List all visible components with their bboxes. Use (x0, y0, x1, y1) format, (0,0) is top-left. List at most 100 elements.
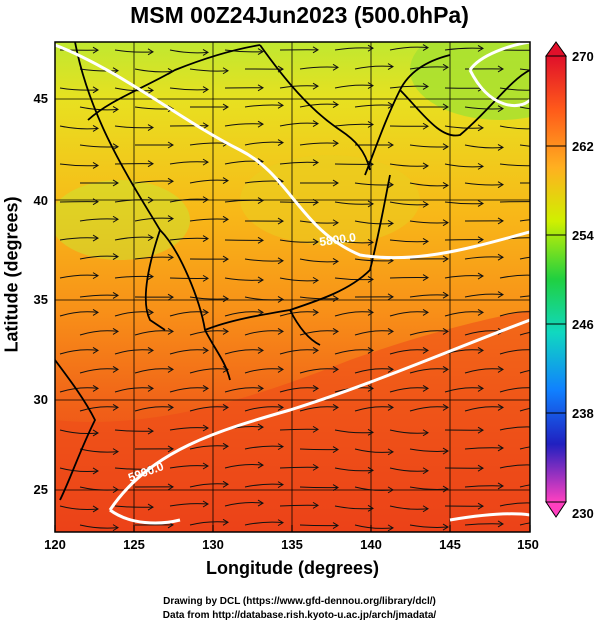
streamline-arrow (202, 462, 209, 470)
streamline (244, 296, 284, 301)
streamline-arrow (332, 139, 339, 147)
streamline (224, 123, 264, 127)
streamline (409, 66, 449, 70)
streamline-arrow (533, 385, 538, 391)
streamline (499, 387, 530, 393)
streamline-arrow (332, 327, 339, 335)
streamline-arrow (387, 63, 394, 71)
streamline-arrow (422, 83, 429, 90)
streamline (79, 330, 119, 336)
streamline-arrow (332, 365, 339, 373)
streamline (114, 387, 154, 393)
streamline (224, 387, 264, 393)
streamline-arrow (533, 424, 538, 430)
streamline-arrow (222, 442, 229, 450)
streamline (169, 237, 209, 241)
streamline-arrow (367, 308, 374, 316)
streamline-arrow (367, 44, 374, 52)
x-tick-label: 140 (360, 537, 382, 552)
streamline (499, 426, 530, 431)
streamline-arrow (422, 238, 429, 245)
streamline-arrow (222, 67, 229, 75)
streamline-arrow (312, 346, 319, 354)
streamline-arrow (422, 346, 429, 354)
streamline-arrow (257, 499, 264, 507)
streamline-arrow (92, 272, 99, 280)
streamline-arrow (442, 181, 449, 189)
streamline-arrow (332, 484, 339, 491)
streamline (224, 49, 264, 53)
streamline (59, 125, 99, 130)
streamline (499, 163, 530, 167)
streamline (79, 294, 119, 298)
streamline-arrow (112, 179, 119, 187)
streamline (169, 161, 209, 165)
streamline-arrow (202, 346, 209, 354)
streamline-arrow (147, 308, 154, 316)
streamline (519, 68, 530, 71)
streamline (389, 429, 429, 434)
streamline (354, 368, 394, 374)
streamline-arrow (222, 295, 229, 303)
streamline-arrow (92, 124, 99, 132)
streamline (354, 448, 394, 453)
height-contours (55, 42, 530, 525)
streamline (79, 368, 119, 374)
streamline-arrow (477, 272, 484, 280)
streamline-arrow (277, 481, 284, 489)
streamline-arrow (92, 198, 99, 206)
streamline-arrow (147, 160, 154, 168)
streamline-arrow (442, 255, 449, 263)
streamline (389, 387, 429, 393)
streamline-arrow (222, 255, 229, 263)
streamline-arrow (112, 327, 119, 335)
streamline-arrow (332, 101, 339, 109)
chart-title: MSM 00Z24Jun2023 (500.0hPa) (130, 2, 469, 28)
streamline-arrow (92, 384, 99, 392)
streamline-arrow (222, 403, 229, 411)
streamline (114, 349, 154, 355)
streamline-arrow (167, 483, 174, 491)
streamline-arrow (147, 48, 154, 56)
streamline (389, 467, 429, 472)
streamline-arrow (167, 293, 174, 301)
streamline-arrow (112, 448, 119, 456)
streamline (389, 85, 429, 89)
streamline (59, 87, 99, 91)
streamline-arrow (553, 519, 558, 525)
streamline-arrow (477, 236, 484, 244)
streamline-arrow (257, 197, 264, 204)
streamline-arrow (312, 46, 319, 54)
streamline (499, 125, 530, 130)
y-tick-label: 35 (34, 292, 48, 307)
streamline-arrow (312, 308, 319, 316)
streamline-arrow (477, 502, 484, 510)
streamline-arrow (477, 384, 484, 392)
streamline-arrow (367, 504, 374, 512)
colorbar-label: 246 (572, 317, 594, 332)
streamline-arrow (497, 291, 504, 299)
streamline-arrow (277, 101, 284, 109)
streamline (189, 296, 229, 300)
streamline-arrow (147, 503, 154, 511)
streamline-arrow (367, 121, 374, 128)
streamline-arrow (167, 253, 174, 261)
x-tick-label: 120 (44, 537, 66, 552)
streamline-arrow (222, 518, 229, 526)
streamline-arrow (422, 162, 429, 170)
streamline-arrow (167, 177, 174, 185)
streamline-arrow (277, 217, 284, 225)
streamline (224, 277, 264, 281)
x-axis-title: Longitude (degrees) (205, 558, 379, 578)
streamline (299, 296, 339, 300)
streamline-arrow (312, 425, 319, 433)
streamline (409, 220, 449, 224)
streamline (59, 467, 99, 473)
streamline (389, 46, 429, 51)
streamline-arrow (422, 274, 429, 282)
streamline-arrow (442, 523, 449, 531)
streamline-arrow (497, 105, 504, 113)
streamline-arrow (147, 384, 154, 392)
streamline (409, 182, 449, 187)
